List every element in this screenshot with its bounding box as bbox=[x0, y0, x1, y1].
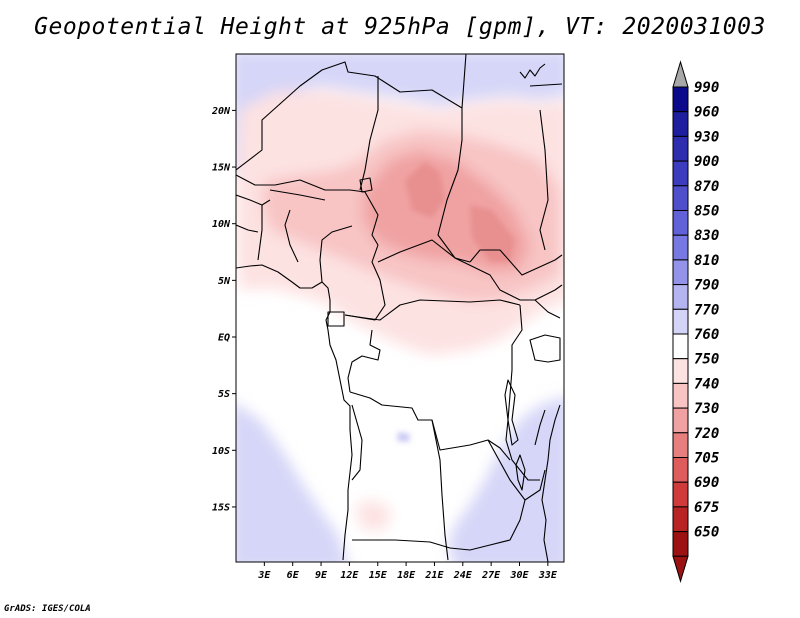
border-sahara-north bbox=[236, 54, 467, 171]
colorbar-swatch bbox=[672, 284, 689, 310]
colorbar-swatch bbox=[672, 407, 689, 434]
border-niger-nigeria bbox=[236, 174, 379, 246]
lat-tick-label: 5N bbox=[218, 276, 231, 287]
colorbar-label: 930 bbox=[694, 129, 719, 145]
gabon-box bbox=[327, 311, 345, 327]
lat-tick-label: 15S bbox=[212, 502, 230, 513]
lon-tick-label: 24E bbox=[453, 570, 473, 581]
colorbar-label: 790 bbox=[694, 278, 719, 294]
map-boundaries bbox=[236, 54, 563, 562]
lake-chad bbox=[359, 177, 373, 193]
map-frame bbox=[235, 53, 565, 563]
colorbar-swatch bbox=[672, 333, 689, 360]
field-lightblue-southeast bbox=[448, 397, 564, 562]
border-zambia-east bbox=[449, 439, 546, 551]
lon-tick-label: 33E bbox=[538, 570, 558, 581]
lat-tick-label: 10N bbox=[212, 219, 231, 230]
lat-tick-label: 10S bbox=[212, 446, 230, 457]
colorbar-swatch bbox=[672, 481, 689, 508]
colorbar-label: 900 bbox=[694, 154, 719, 170]
colorbar-swatch bbox=[672, 160, 689, 187]
colorbar-swatch bbox=[672, 135, 689, 162]
colorbar-label: 740 bbox=[694, 376, 719, 392]
lat-tick-label: 5S bbox=[218, 389, 230, 400]
lake-tanganyika bbox=[504, 379, 519, 446]
lat-tick-label: EQ bbox=[218, 333, 230, 344]
colorbar-label: 750 bbox=[694, 352, 719, 368]
colorbar-label: 810 bbox=[694, 253, 719, 269]
colorbar-label: 650 bbox=[694, 525, 719, 541]
colorbar-swatch bbox=[672, 531, 689, 557]
colorbar-label: 990 bbox=[694, 80, 719, 96]
border-chad-libya bbox=[359, 76, 379, 191]
colorbar-swatch bbox=[672, 185, 689, 212]
nile-sudd bbox=[519, 63, 546, 79]
colorbar-swatch bbox=[672, 111, 689, 137]
lon-tick-label: 6E bbox=[287, 570, 300, 581]
lon-tick-label: 15E bbox=[369, 570, 388, 581]
lon-tick-label: 21E bbox=[424, 570, 444, 581]
field-lightblue-north bbox=[236, 54, 564, 126]
colorbar-label: 690 bbox=[694, 475, 719, 491]
field-pink-angola bbox=[355, 500, 392, 530]
colorbar-label: 730 bbox=[694, 401, 719, 417]
lon-tick-label: 27E bbox=[481, 570, 501, 581]
lon-tick-label: 3E bbox=[257, 570, 271, 581]
border-sudan-ethiopia bbox=[529, 83, 563, 251]
colorbar-label: 850 bbox=[694, 204, 719, 220]
colorbar-label: 720 bbox=[694, 426, 719, 442]
colorbar-swatch bbox=[672, 308, 689, 335]
chart-title: Geopotential Height at 925hPa [gpm], VT:… bbox=[34, 14, 766, 40]
border-congo bbox=[344, 299, 521, 393]
colorbar-bottom-arrow bbox=[672, 555, 689, 584]
lat-tick-label: 20N bbox=[211, 106, 231, 117]
colorbar-label: 760 bbox=[694, 327, 719, 343]
colorbar-label: 770 bbox=[694, 302, 719, 318]
border-angola-zambia bbox=[351, 404, 451, 561]
border-drc-east bbox=[505, 304, 523, 471]
colorbar-swatch bbox=[672, 506, 689, 533]
border-east-tanzania bbox=[519, 409, 546, 481]
coastline-west-africa bbox=[236, 264, 353, 561]
colorbar-swatch bbox=[672, 457, 689, 483]
colorbar-swatch bbox=[672, 86, 689, 113]
lake-victoria bbox=[529, 334, 561, 363]
colorbar: 990 960 930 900 870 850 830 810 790 770 760 750 740 7… bbox=[672, 60, 719, 584]
colorbar-label: 705 bbox=[694, 451, 719, 467]
colorbar-top-arrow bbox=[672, 60, 689, 88]
lon-tick-label: 30E bbox=[509, 570, 529, 581]
axis-ticks: 20N 15N 10N 5N EQ 5S 10S 15S 3E 6E 9E 12E 15E 18E 21E 2… bbox=[211, 106, 558, 581]
lon-tick-label: 18E bbox=[397, 570, 416, 581]
border-sudan-east bbox=[469, 249, 563, 319]
map-field bbox=[236, 54, 564, 562]
coastline-east-africa bbox=[541, 404, 561, 562]
lat-tick-label: 15N bbox=[212, 163, 231, 174]
lon-tick-label: 9E bbox=[315, 570, 328, 581]
border-west-coastal-states bbox=[257, 199, 353, 283]
colorbar-swatch bbox=[672, 234, 689, 261]
border-mali-burkina bbox=[236, 189, 326, 233]
footer-credit: GrADS: IGES/COLA bbox=[4, 604, 91, 614]
colorbar-label: 830 bbox=[694, 228, 719, 244]
colorbar-swatch bbox=[672, 210, 689, 236]
colorbar-swatch bbox=[672, 382, 689, 409]
border-car-south bbox=[377, 239, 563, 301]
lon-tick-label: 12E bbox=[340, 570, 359, 581]
field-blue-speck bbox=[397, 432, 410, 442]
colorbar-swatch bbox=[672, 432, 689, 458]
lake-malawi bbox=[515, 454, 526, 491]
colorbar-swatch bbox=[672, 259, 689, 286]
colorbar-swatch bbox=[672, 358, 689, 384]
colorbar-label: 870 bbox=[694, 179, 719, 195]
field-dark-core-west bbox=[405, 162, 445, 218]
colorbar-label: 675 bbox=[694, 500, 719, 516]
field-lightblue-southwest bbox=[236, 404, 348, 562]
colorbar-label: 960 bbox=[694, 105, 719, 121]
field-dark-core-east bbox=[470, 205, 515, 262]
